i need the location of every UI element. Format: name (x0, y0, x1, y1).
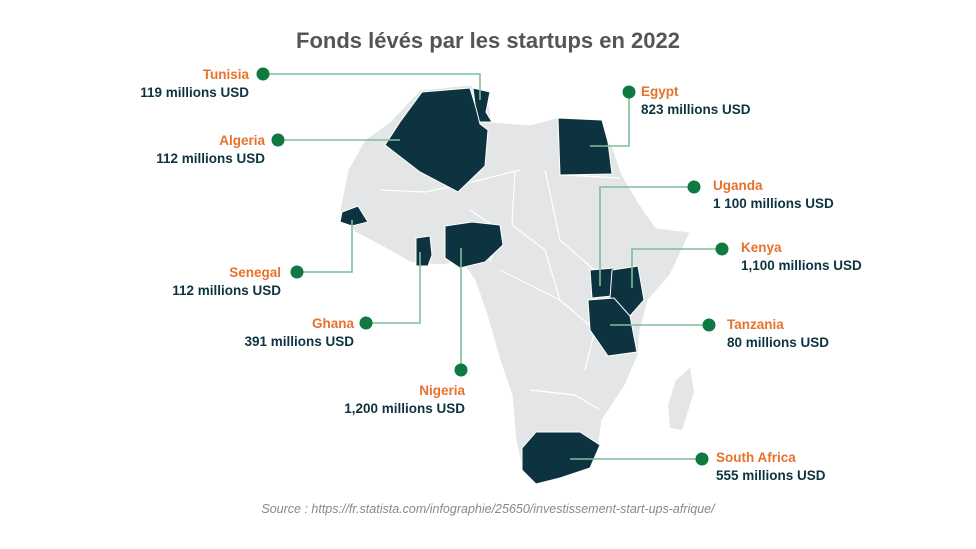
country-name-south-africa: South Africa (716, 450, 796, 465)
label-uganda: Uganda 1 100 millions USD (713, 177, 834, 213)
label-senegal: Senegal 112 millions USD (172, 264, 281, 300)
amount-south-africa: 555 millions USD (716, 468, 826, 483)
label-tunisia: Tunisia 119 millions USD (140, 66, 249, 102)
amount-uganda: 1 100 millions USD (713, 196, 834, 211)
connector-egypt (590, 92, 630, 147)
connector-tunisia (263, 73, 481, 100)
marker-dot-ghana (359, 316, 373, 330)
country-name-egypt: Egypt (641, 84, 679, 99)
marker-dot-tunisia (256, 67, 270, 81)
country-shape-egypt (557, 117, 613, 176)
label-ghana: Ghana 391 millions USD (244, 315, 354, 351)
label-kenya: Kenya 1,100 millions USD (741, 239, 862, 275)
marker-dot-kenya (715, 242, 729, 256)
country-name-nigeria: Nigeria (419, 383, 465, 398)
country-name-uganda: Uganda (713, 178, 763, 193)
marker-dot-uganda (687, 180, 701, 194)
label-algeria: Algeria 112 millions USD (156, 132, 265, 168)
madagascar-landmass (668, 368, 694, 430)
country-name-tunisia: Tunisia (202, 67, 249, 82)
marker-dot-tanzania (702, 318, 716, 332)
connector-senegal (297, 220, 353, 273)
marker-dot-senegal (290, 265, 304, 279)
source-citation: Source : https://fr.statista.com/infogra… (261, 502, 715, 516)
amount-kenya: 1,100 millions USD (741, 258, 862, 273)
country-name-kenya: Kenya (741, 240, 782, 255)
connector-uganda (599, 186, 694, 286)
label-egypt: Egypt 823 millions USD (641, 83, 751, 119)
label-nigeria: Nigeria 1,200 millions USD (344, 382, 465, 418)
amount-algeria: 112 millions USD (156, 151, 265, 166)
country-shape-ghana (415, 235, 433, 267)
country-shape-south-africa (521, 431, 601, 485)
country-name-senegal: Senegal (229, 265, 281, 280)
marker-dot-egypt (622, 85, 636, 99)
connector-ghana (366, 252, 421, 324)
amount-tunisia: 119 millions USD (140, 85, 249, 100)
marker-dot-algeria (271, 133, 285, 147)
country-shape-senegal (339, 205, 369, 227)
country-name-tanzania: Tanzania (727, 317, 784, 332)
country-shape-nigeria (444, 221, 504, 269)
amount-nigeria: 1,200 millions USD (344, 401, 465, 416)
marker-dot-south-africa (695, 452, 709, 466)
country-shape-tanzania (587, 297, 638, 357)
amount-senegal: 112 millions USD (172, 283, 281, 298)
country-shape-algeria (384, 87, 489, 193)
label-south-africa: South Africa 555 millions USD (716, 449, 826, 485)
country-name-algeria: Algeria (219, 133, 265, 148)
amount-tanzania: 80 millions USD (727, 335, 830, 350)
connector-kenya (631, 248, 722, 288)
label-tanzania: Tanzania 80 millions USD (727, 316, 829, 352)
amount-egypt: 823 millions USD (641, 102, 751, 117)
amount-ghana: 391 millions USD (244, 334, 354, 349)
map-title: Fonds lévés par les startups en 2022 (296, 28, 680, 53)
country-name-ghana: Ghana (311, 316, 354, 331)
marker-dot-nigeria (454, 363, 468, 377)
